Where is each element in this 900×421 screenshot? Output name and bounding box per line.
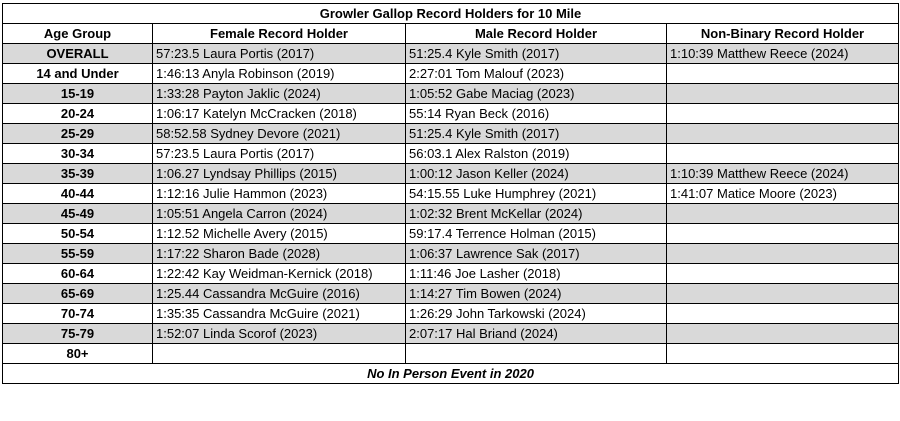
header-nonbinary[interactable]: Non-Binary Record Holder — [665, 23, 900, 44]
age-group-cell[interactable]: 70-74 — [2, 303, 153, 324]
female-record-cell[interactable]: 58:52.58 Sydney Devore (2021) — [152, 123, 406, 144]
age-group-cell[interactable]: 30-34 — [2, 143, 153, 164]
female-record-cell[interactable]: 1:06.27 Lyndsay Phillips (2015) — [152, 163, 406, 184]
footer-row: No In Person Event in 2020 — [1, 363, 900, 384]
nonbinary-record-cell[interactable] — [665, 103, 900, 124]
nonbinary-record-cell[interactable]: 1:10:39 Matthew Reece (2024) — [665, 163, 900, 184]
table-title[interactable]: Growler Gallop Record Holders for 10 Mil… — [1, 3, 900, 24]
age-group-cell[interactable]: 25-29 — [2, 123, 153, 144]
nonbinary-record-cell[interactable] — [665, 143, 900, 164]
table-row: 45-49 1:05:51 Angela Carron (2024) 1:02:… — [2, 203, 900, 224]
table-row: 20-24 1:06:17 Katelyn McCracken (2018) 5… — [2, 103, 900, 124]
table-row: 60-64 1:22:42 Kay Weidman-Kernick (2018)… — [2, 263, 900, 284]
female-record-cell[interactable]: 1:22:42 Kay Weidman-Kernick (2018) — [152, 263, 406, 284]
age-group-cell[interactable]: 80+ — [2, 343, 153, 364]
table-row: 65-69 1:25.44 Cassandra McGuire (2016) 1… — [2, 283, 900, 304]
nonbinary-record-cell[interactable] — [665, 283, 900, 304]
male-record-cell[interactable]: 1:00:12 Jason Keller (2024) — [405, 163, 667, 184]
female-record-cell[interactable]: 1:52:07 Linda Scorof (2023) — [152, 323, 406, 344]
female-record-cell[interactable]: 1:46:13 Anyla Robinson (2019) — [152, 63, 406, 84]
female-record-cell[interactable]: 1:06:17 Katelyn McCracken (2018) — [152, 103, 406, 124]
female-record-cell[interactable]: 1:12.52 Michelle Avery (2015) — [152, 223, 406, 244]
nonbinary-record-cell[interactable] — [665, 323, 900, 344]
nonbinary-record-cell[interactable] — [665, 343, 900, 364]
male-record-cell[interactable]: 59:17.4 Terrence Holman (2015) — [405, 223, 667, 244]
age-group-cell[interactable]: 14 and Under — [2, 63, 153, 84]
nonbinary-record-cell[interactable] — [665, 203, 900, 224]
female-record-cell[interactable] — [152, 343, 406, 364]
nonbinary-record-cell[interactable] — [665, 63, 900, 84]
table-row: 40-44 1:12:16 Julie Hammon (2023) 54:15.… — [2, 183, 900, 204]
record-sheet: Growler Gallop Record Holders for 10 Mil… — [1, 3, 900, 384]
table-row: 70-74 1:35:35 Cassandra McGuire (2021) 1… — [2, 303, 900, 324]
table-row: 25-29 58:52.58 Sydney Devore (2021) 51:2… — [2, 123, 900, 144]
male-record-cell[interactable]: 1:26:29 John Tarkowski (2024) — [405, 303, 667, 324]
female-record-cell[interactable]: 1:05:51 Angela Carron (2024) — [152, 203, 406, 224]
nonbinary-record-cell[interactable] — [665, 123, 900, 144]
age-group-cell[interactable]: 35-39 — [2, 163, 153, 184]
nonbinary-record-cell[interactable] — [665, 223, 900, 244]
female-record-cell[interactable]: 57:23.5 Laura Portis (2017) — [152, 43, 406, 64]
age-group-cell[interactable]: 50-54 — [2, 223, 153, 244]
male-record-cell[interactable]: 1:14:27 Tim Bowen (2024) — [405, 283, 667, 304]
male-record-cell[interactable]: 1:05:52 Gabe Maciag (2023) — [405, 83, 667, 104]
nonbinary-record-cell[interactable] — [665, 303, 900, 324]
record-rows: OVERALL 57:23.5 Laura Portis (2017) 51:2… — [1, 43, 900, 384]
nonbinary-record-cell[interactable]: 1:41:07 Matice Moore (2023) — [665, 183, 900, 204]
male-record-cell[interactable]: 1:06:37 Lawrence Sak (2017) — [405, 243, 667, 264]
age-group-cell[interactable]: OVERALL — [2, 43, 153, 64]
male-record-cell[interactable]: 2:27:01 Tom Malouf (2023) — [405, 63, 667, 84]
table-row: 75-79 1:52:07 Linda Scorof (2023) 2:07:1… — [2, 323, 900, 344]
female-record-cell[interactable]: 1:17:22 Sharon Bade (2028) — [152, 243, 406, 264]
table-row: 35-39 1:06.27 Lyndsay Phillips (2015) 1:… — [2, 163, 900, 184]
female-record-cell[interactable]: 1:12:16 Julie Hammon (2023) — [152, 183, 406, 204]
header-female[interactable]: Female Record Holder — [152, 23, 406, 44]
table-row: 80+ — [2, 343, 900, 364]
male-record-cell[interactable]: 54:15.55 Luke Humphrey (2021) — [405, 183, 667, 204]
male-record-cell[interactable]: 51:25.4 Kyle Smith (2017) — [405, 123, 667, 144]
table-row: 50-54 1:12.52 Michelle Avery (2015) 59:1… — [2, 223, 900, 244]
male-record-cell[interactable] — [405, 343, 667, 364]
age-group-cell[interactable]: 55-59 — [2, 243, 153, 264]
nonbinary-record-cell[interactable]: 1:10:39 Matthew Reece (2024) — [665, 43, 900, 64]
header-male[interactable]: Male Record Holder — [405, 23, 667, 44]
table-row: 30-34 57:23.5 Laura Portis (2017) 56:03.… — [2, 143, 900, 164]
nonbinary-record-cell[interactable] — [665, 83, 900, 104]
male-record-cell[interactable]: 51:25.4 Kyle Smith (2017) — [405, 43, 667, 64]
age-group-cell[interactable]: 20-24 — [2, 103, 153, 124]
header-row: Age Group Female Record Holder Male Reco… — [2, 23, 900, 44]
age-group-cell[interactable]: 65-69 — [2, 283, 153, 304]
male-record-cell[interactable]: 55:14 Ryan Beck (2016) — [405, 103, 667, 124]
footer-note[interactable]: No In Person Event in 2020 — [1, 363, 900, 384]
table-row: OVERALL 57:23.5 Laura Portis (2017) 51:2… — [2, 43, 900, 64]
male-record-cell[interactable]: 2:07:17 Hal Briand (2024) — [405, 323, 667, 344]
female-record-cell[interactable]: 1:35:35 Cassandra McGuire (2021) — [152, 303, 406, 324]
nonbinary-record-cell[interactable] — [665, 263, 900, 284]
female-record-cell[interactable]: 57:23.5 Laura Portis (2017) — [152, 143, 406, 164]
age-group-cell[interactable]: 60-64 — [2, 263, 153, 284]
table-row: 14 and Under 1:46:13 Anyla Robinson (201… — [2, 63, 900, 84]
age-group-cell[interactable]: 75-79 — [2, 323, 153, 344]
header-age-group[interactable]: Age Group — [2, 23, 153, 44]
age-group-cell[interactable]: 45-49 — [2, 203, 153, 224]
age-group-cell[interactable]: 40-44 — [2, 183, 153, 204]
title-row: Growler Gallop Record Holders for 10 Mil… — [1, 3, 900, 24]
table-row: 55-59 1:17:22 Sharon Bade (2028) 1:06:37… — [2, 243, 900, 264]
male-record-cell[interactable]: 56:03.1 Alex Ralston (2019) — [405, 143, 667, 164]
nonbinary-record-cell[interactable] — [665, 243, 900, 264]
age-group-cell[interactable]: 15-19 — [2, 83, 153, 104]
male-record-cell[interactable]: 1:11:46 Joe Lasher (2018) — [405, 263, 667, 284]
female-record-cell[interactable]: 1:25.44 Cassandra McGuire (2016) — [152, 283, 406, 304]
record-table: Growler Gallop Record Holders for 10 Mil… — [1, 3, 900, 384]
female-record-cell[interactable]: 1:33:28 Payton Jaklic (2024) — [152, 83, 406, 104]
table-row: 15-19 1:33:28 Payton Jaklic (2024) 1:05:… — [2, 83, 900, 104]
male-record-cell[interactable]: 1:02:32 Brent McKellar (2024) — [405, 203, 667, 224]
